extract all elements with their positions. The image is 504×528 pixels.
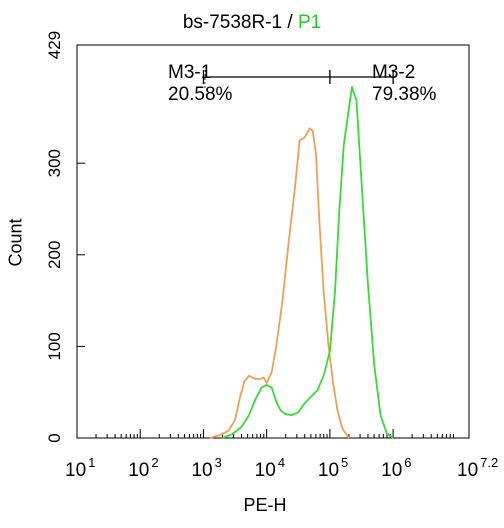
x-tick-label: 10 2: [128, 455, 158, 481]
x-minor-ticks: [95, 434, 454, 438]
y-axis-label: Count: [5, 218, 26, 267]
chart-title: bs-7538R-1 / P1: [0, 12, 504, 34]
title-gate: P1: [297, 12, 322, 33]
y-tick-label: 300: [45, 149, 64, 177]
x-tick-label: 10 1: [65, 455, 95, 481]
marker-m3-2-name: M3-2: [372, 62, 416, 83]
marker-m3-2-percent: 79.38%: [372, 84, 437, 105]
y-tick-label: 429: [45, 31, 64, 59]
gate-markers: [202, 70, 394, 90]
marker-m3-1-label: M3-1 20.58%: [168, 62, 232, 106]
x-tick-label: 10 6: [381, 455, 411, 481]
y-tick-label: 0: [45, 433, 64, 442]
plot-frame: [76, 44, 470, 439]
marker-m3-1-name: M3-1: [168, 62, 212, 83]
y-tick-label: 100: [45, 332, 64, 360]
series-layer: [209, 86, 394, 439]
title-sample: bs-7538R-1 /: [182, 12, 298, 33]
x-tick-label: 10 3: [191, 455, 221, 481]
series-line-1: [209, 127, 350, 439]
x-axis-label: PE-H: [243, 495, 287, 515]
x-major-ticks: 10 1 10 2 10 3 10 4 10 5 10 6 10 7.2: [65, 429, 498, 481]
x-tick-label: 10 4: [255, 455, 285, 481]
marker-m3-1-percent: 20.58%: [168, 84, 233, 105]
x-tick-label: 10 5: [318, 455, 348, 481]
x-tick-label: 10 7.2: [457, 455, 498, 481]
y-ticks: 0 100 200 300 429: [45, 31, 85, 443]
series-line-2: [222, 86, 394, 439]
marker-m3-2-label: M3-2 79.38%: [372, 62, 436, 106]
y-tick-label: 200: [45, 241, 64, 269]
